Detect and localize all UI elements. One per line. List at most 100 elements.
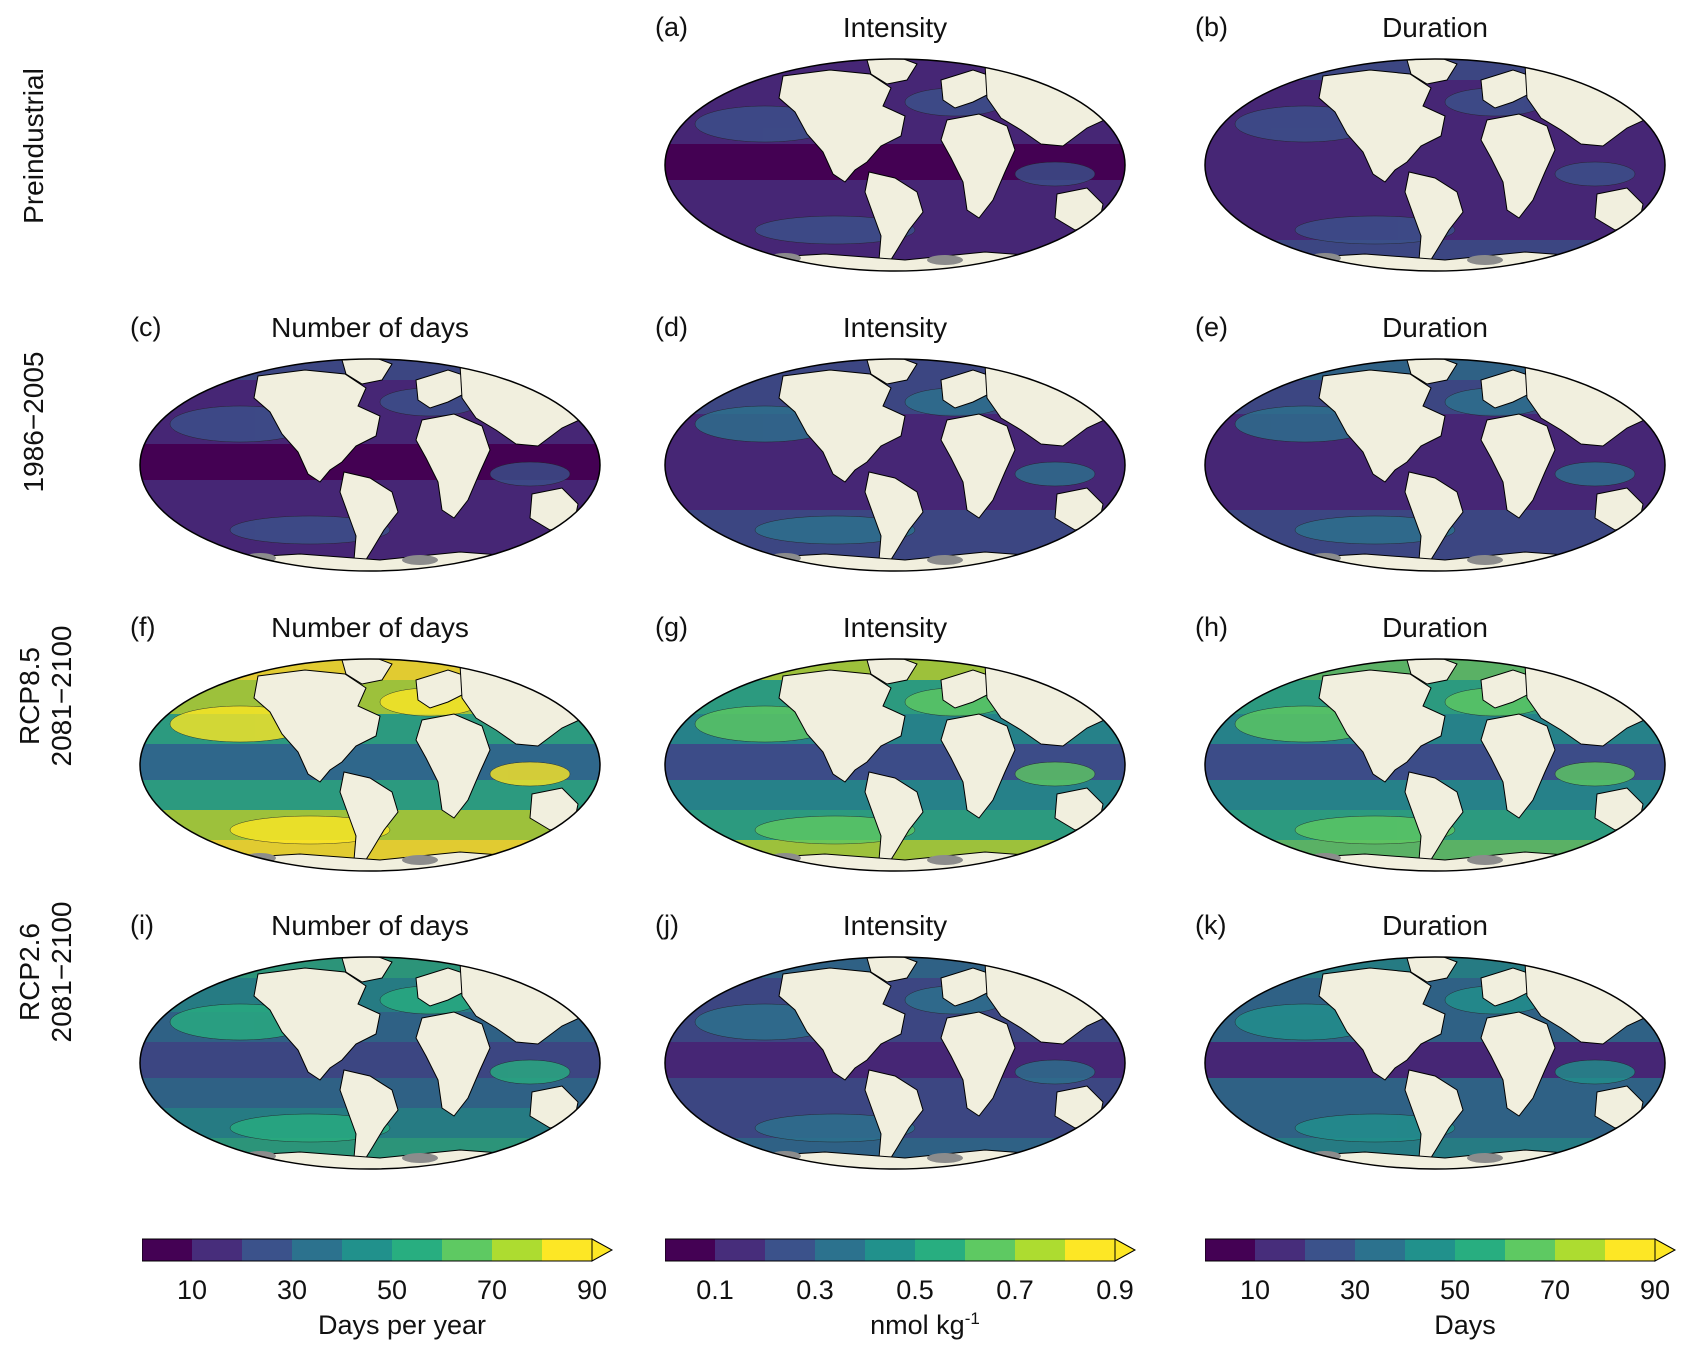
colorbar-segment	[492, 1239, 542, 1261]
row-label-preindustrial: Preindustrial	[18, 68, 49, 224]
land-south-america	[339, 471, 399, 567]
colorbar-frame	[142, 1238, 593, 1262]
panel-k: (k) Duration	[1195, 910, 1675, 1175]
land-africa	[1480, 413, 1556, 519]
field-contour	[754, 815, 916, 845]
ice-shelf-weddell	[927, 1153, 963, 1163]
ocean-field	[1205, 957, 1665, 1169]
map-frame	[1204, 956, 1666, 1170]
world-map	[664, 58, 1126, 272]
land-greenland	[341, 659, 393, 685]
field-contour	[1294, 1113, 1456, 1143]
map-frame	[139, 658, 601, 872]
colorbar-segment	[292, 1239, 342, 1261]
colorbar-segment	[1205, 1239, 1255, 1261]
panel-tag: (j)	[655, 910, 679, 940]
field-contour	[229, 1113, 391, 1143]
land-greenland	[866, 59, 918, 85]
colorbar-segment	[1355, 1239, 1405, 1261]
colorbar-segment	[1065, 1239, 1115, 1261]
ice-shelf-weddell	[402, 1153, 438, 1163]
colorbar-segment	[1605, 1239, 1655, 1261]
world-map	[1204, 358, 1666, 572]
land-south-america	[864, 1069, 924, 1165]
panel-tag: (k)	[1195, 910, 1227, 940]
land-greenland	[341, 957, 393, 983]
ice-shelf-weddell	[1467, 855, 1503, 865]
land-greenland	[866, 957, 918, 983]
ocean-field	[1205, 359, 1665, 571]
land-europe	[940, 967, 998, 1007]
colorbar-tick: 70	[476, 1275, 508, 1305]
ice-shelf-weddell	[1467, 255, 1503, 265]
panel-tag: (a)	[655, 12, 688, 42]
map-frame	[1204, 358, 1666, 572]
world-map	[664, 358, 1126, 572]
world-map	[139, 658, 601, 872]
field-contour	[1554, 761, 1636, 787]
land-africa	[940, 1011, 1016, 1117]
field-contour	[754, 515, 916, 545]
ocean-field	[1205, 59, 1665, 271]
land-africa	[415, 413, 491, 519]
colorbar-tick: 50	[1439, 1275, 1471, 1305]
row-label-rcp26: RCP2.6 2081−2100	[14, 901, 78, 1043]
field-contour	[489, 761, 571, 787]
ice-shelf-weddell	[927, 855, 963, 865]
colorbar-segment	[542, 1239, 592, 1261]
ocean-field	[665, 59, 1125, 271]
land-africa	[415, 1011, 491, 1117]
land-north-america	[778, 369, 906, 483]
panel-b: (b) Duration	[1195, 12, 1675, 277]
land-greenland	[1406, 957, 1458, 983]
map-frame	[664, 358, 1126, 572]
field-contour	[754, 215, 916, 245]
panel-title: Number of days	[271, 612, 469, 643]
land-greenland	[1406, 659, 1458, 685]
world-map	[664, 956, 1126, 1170]
panel-f: (f) Number of days	[130, 612, 610, 877]
panel-c: (c) Number of days	[130, 312, 610, 577]
world-map	[1204, 658, 1666, 872]
panel-title: Duration	[1382, 12, 1488, 43]
colorbar-days-per-year: 10 30 50 70 90 Days per year	[142, 1235, 662, 1355]
panel-i: (i) Number of days	[130, 910, 610, 1175]
colorbar-tick: 10	[1239, 1275, 1271, 1305]
panel-tag: (d)	[655, 312, 688, 342]
colorbar-segment	[765, 1239, 815, 1261]
panel-tag: (c)	[130, 312, 162, 342]
land-africa	[415, 713, 491, 819]
land-europe	[415, 369, 473, 409]
colorbar-tick: 90	[1639, 1275, 1671, 1305]
world-map	[139, 358, 601, 572]
panel-h: (h) Duration	[1195, 612, 1675, 877]
panel-title: Duration	[1382, 612, 1488, 643]
panel-j: (j) Intensity	[655, 910, 1135, 1175]
panel-title: Duration	[1382, 910, 1488, 941]
land-africa	[1480, 713, 1556, 819]
ice-shelf-weddell	[1467, 1153, 1503, 1163]
panel-title: Intensity	[842, 910, 948, 941]
map-frame	[1204, 58, 1666, 272]
land-africa	[1480, 113, 1556, 219]
colorbar-tick: 0.7	[996, 1275, 1034, 1305]
land-south-america	[1404, 471, 1464, 567]
colorbar-segment	[1255, 1239, 1305, 1261]
colorbar-segment	[865, 1239, 915, 1261]
map-frame	[139, 358, 601, 572]
colorbar-extend-arrow	[591, 1238, 614, 1262]
colorbar-tick: 10	[176, 1275, 208, 1305]
colorbar-frame	[665, 1238, 1116, 1262]
panel-title: Intensity	[842, 12, 948, 43]
land-europe	[940, 69, 998, 109]
colorbar-segment	[1555, 1239, 1605, 1261]
land-europe	[1480, 369, 1538, 409]
panel-title: Intensity	[842, 612, 948, 643]
land-south-america	[1404, 1069, 1464, 1165]
panel-title: Duration	[1382, 312, 1488, 343]
row-label-1986-2005: 1986−2005	[18, 351, 49, 493]
land-north-america	[1318, 669, 1446, 783]
land-europe	[1480, 69, 1538, 109]
world-map	[1204, 956, 1666, 1170]
land-europe	[415, 967, 473, 1007]
